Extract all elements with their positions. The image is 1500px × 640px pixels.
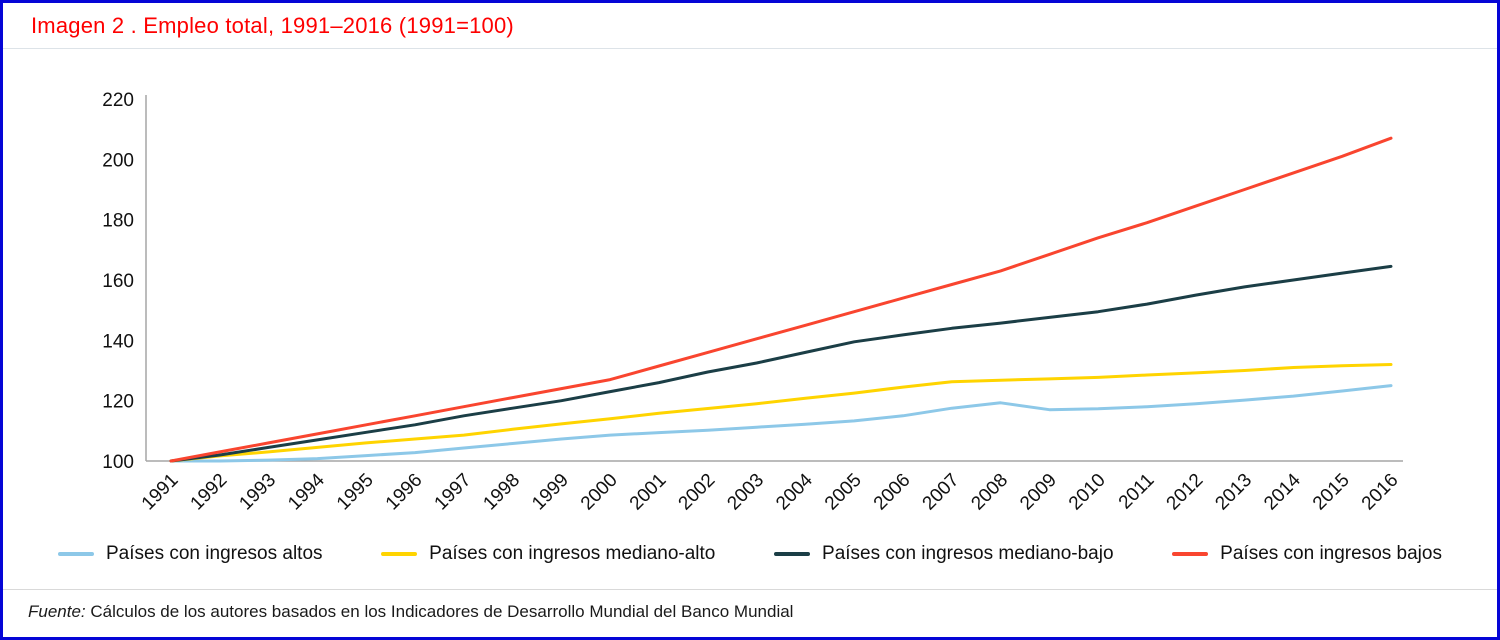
- legend-swatch-icon: [774, 552, 811, 556]
- legend-swatch-icon: [58, 552, 94, 556]
- legend-swatch-icon: [1172, 552, 1209, 556]
- legend-label: Países con ingresos mediano-alto: [429, 543, 716, 564]
- legend-item-paises-con-ingresos-mediano-alto: Países con ingresos mediano-alto: [381, 543, 715, 565]
- legend-label: Países con ingresos bajos: [1220, 543, 1442, 564]
- line-paises-con-ingresos-altos: [169, 384, 1393, 463]
- y-tick-label: 180: [102, 211, 134, 232]
- y-tick-label: 220: [102, 90, 134, 111]
- x-tick-label: 2006: [870, 470, 915, 515]
- x-tick-label: 1994: [284, 469, 329, 514]
- x-tick-label: 2008: [967, 470, 1012, 515]
- x-tick-label: 1997: [431, 470, 476, 515]
- x-tick-label: 2000: [577, 470, 622, 515]
- x-tick-label: 1996: [382, 470, 427, 515]
- legend-label: Países con ingresos mediano-bajo: [822, 543, 1114, 564]
- x-tick-label: 2014: [1260, 469, 1305, 514]
- y-tick-label: 200: [102, 150, 134, 171]
- x-tick-label: 2012: [1163, 470, 1208, 515]
- x-tick-label: 2011: [1115, 470, 1159, 514]
- line-paises-con-ingresos-mediano-alto: [169, 363, 1393, 463]
- legend-item-paises-con-ingresos-altos: Países con ingresos altos: [58, 543, 323, 565]
- x-tick-label: 2015: [1309, 470, 1354, 515]
- y-tick-label: 160: [102, 271, 134, 292]
- source-label: Fuente:: [28, 602, 86, 621]
- x-tick-label: 1991: [138, 470, 183, 515]
- x-tick-label: 2003: [723, 470, 768, 515]
- footer-divider: [3, 589, 1497, 590]
- legend-item-paises-con-ingresos-mediano-bajo: Países con ingresos mediano-bajo: [774, 543, 1114, 565]
- x-tick-label: 2005: [821, 470, 866, 515]
- y-tick-label: 100: [102, 452, 134, 473]
- x-tick-label: 2002: [675, 470, 720, 515]
- x-tick-label: 1998: [479, 470, 524, 515]
- x-tick-label: 2010: [1065, 470, 1110, 515]
- x-tick-label: 1995: [333, 470, 378, 515]
- source-text: Cálculos de los autores basados en los I…: [85, 602, 794, 621]
- legend-label: Países con ingresos altos: [106, 543, 323, 564]
- figure-title: Imagen 2 . Empleo total, 1991–2016 (1991…: [31, 13, 514, 38]
- x-tick-label: 1999: [528, 470, 573, 515]
- x-tick-label: 2013: [1211, 470, 1256, 515]
- x-tick-label: 1992: [187, 470, 232, 515]
- legend-swatch-icon: [381, 552, 418, 556]
- y-tick-label: 120: [102, 392, 134, 413]
- legend-item-paises-con-ingresos-bajos: Países con ingresos bajos: [1172, 543, 1442, 565]
- x-tick-label: 1993: [235, 470, 280, 515]
- line-paises-con-ingresos-bajos: [169, 136, 1393, 463]
- source-note: Fuente: Cálculos de los autores basados …: [28, 602, 793, 622]
- x-tick-label: 2004: [772, 469, 817, 514]
- x-tick-label: 2001: [626, 470, 671, 515]
- y-tick-label: 140: [102, 331, 134, 352]
- title-divider: [3, 48, 1497, 49]
- x-tick-label: 2007: [919, 470, 964, 515]
- line-paises-con-ingresos-mediano-bajo: [169, 264, 1393, 463]
- x-tick-label: 2016: [1358, 470, 1403, 515]
- x-tick-label: 2009: [1016, 470, 1061, 515]
- chart-legend: Países con ingresos altos Países con ingr…: [3, 536, 1497, 572]
